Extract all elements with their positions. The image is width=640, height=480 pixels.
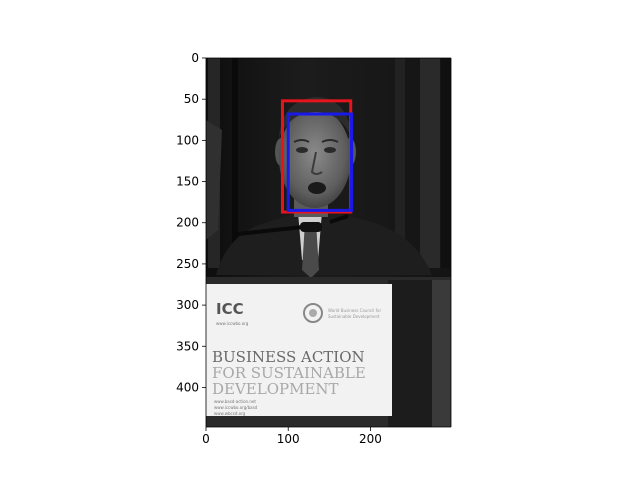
inner-bounding-box	[286, 112, 354, 212]
y-tick-label: 350	[176, 339, 199, 353]
sign-url-3: www.wbcsd.org	[214, 411, 246, 416]
sign-logo: ICC	[216, 300, 244, 318]
y-tick-label: 200	[176, 216, 199, 230]
y-tick-label: 400	[176, 380, 199, 394]
axes-frame	[205, 57, 452, 428]
y-tick-label: 100	[176, 133, 199, 147]
sign-line-2: FOR SUSTAINABLE	[212, 364, 366, 382]
sign-url-1: www.basd-action.net	[214, 399, 256, 404]
sign-line-3: DEVELOPMENT	[212, 380, 339, 398]
sign-partner-text-1: World Business Council for	[328, 308, 382, 313]
y-tick-label: 50	[184, 92, 199, 106]
sign-line-1: BUSINESS ACTION	[212, 348, 365, 366]
speaker-photo: ICC www.iccwbo.org World Business Counci…	[206, 58, 451, 427]
partner-seal-icon	[303, 303, 323, 323]
sign-partner-text-2: Sustainable Development	[328, 314, 380, 319]
y-tick-label: 0	[191, 51, 199, 65]
x-axis: 0 100 200	[202, 427, 382, 446]
y-tick-label: 250	[176, 257, 199, 271]
y-axis: 0 50 100 150 200 250 300 350 400	[176, 51, 206, 394]
x-tick-label: 100	[277, 432, 300, 446]
y-tick-label: 150	[176, 175, 199, 189]
sign-url-2: www.iccwbo.org/basd	[214, 405, 258, 410]
sign-logo-sub: www.iccwbo.org	[216, 321, 249, 326]
x-tick-label: 200	[359, 432, 382, 446]
x-tick-label: 0	[202, 432, 210, 446]
y-tick-label: 300	[176, 298, 199, 312]
